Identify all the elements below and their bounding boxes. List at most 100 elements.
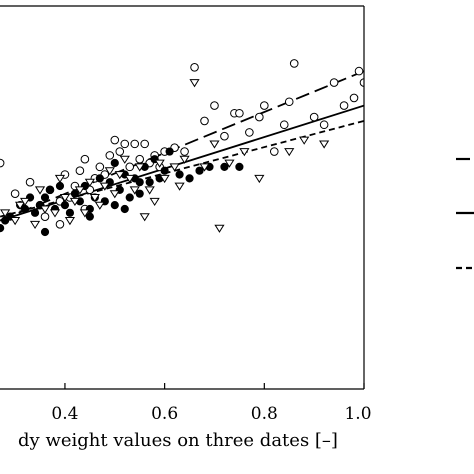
data-point-open-triangle — [64, 217, 76, 226]
x-axis-title: dy weight values on three dates [–] — [18, 430, 338, 451]
data-point-open-circle — [284, 97, 294, 107]
data-point-filled-circle — [125, 193, 134, 202]
data-point-open-circle — [200, 116, 209, 126]
data-point-open-triangle — [10, 217, 21, 226]
fit-lines — [0, 70, 364, 222]
fit-line-short-dash — [0, 120, 364, 218]
data-point-open-circle — [135, 154, 145, 164]
data-point-filled-circle — [45, 185, 55, 194]
data-point-open-circle — [260, 101, 269, 110]
data-point-open-circle — [245, 128, 254, 137]
data-point-filled-circle — [85, 212, 94, 221]
data-point-open-triangle — [0, 209, 11, 218]
x-tick-label: 1.0 — [344, 404, 371, 424]
data-point-open-circle — [279, 120, 289, 130]
data-point-open-triangle — [19, 197, 31, 207]
data-point-open-circle — [10, 189, 20, 198]
x-tick-label: 0.6 — [151, 404, 178, 424]
data-point-open-triangle — [119, 155, 130, 164]
data-point-open-circle — [255, 112, 264, 122]
data-point-open-triangle — [29, 220, 41, 230]
data-point-open-triangle — [239, 148, 250, 157]
data-point-open-triangle — [109, 190, 120, 199]
data-point-filled-circle — [20, 204, 30, 214]
data-point-open-triangle — [209, 140, 220, 149]
data-point-open-triangle — [144, 186, 155, 195]
data-point-open-triangle — [14, 201, 26, 210]
data-point-open-circle — [339, 101, 349, 110]
data-point-open-triangle — [114, 171, 125, 180]
data-point-filled-circle — [40, 227, 50, 237]
data-point-open-triangle — [99, 182, 110, 191]
data-point-filled-circle — [235, 162, 244, 171]
data-point-open-triangle — [174, 182, 185, 191]
data-point-open-triangle — [89, 194, 100, 203]
data-point-open-circle — [140, 139, 149, 149]
data-point-open-circle — [319, 120, 329, 130]
data-point-filled-circle — [160, 166, 169, 175]
data-point-filled-circle — [135, 178, 144, 187]
data-point-filled-circle — [95, 174, 104, 183]
data-point-open-triangle — [139, 213, 150, 222]
data-point-open-triangle — [319, 140, 330, 149]
data-point-filled-circle — [220, 162, 229, 171]
x-axis: 0.4 0.6 0.8 1.0 — [51, 383, 372, 424]
data-point-open-triangle — [49, 209, 61, 218]
data-point-open-circle — [289, 59, 299, 68]
data-point-open-triangle — [214, 224, 225, 233]
data-point-filled-circle — [40, 193, 50, 202]
data-point-open-triangle — [179, 155, 190, 164]
data-point-filled-circle — [60, 201, 70, 210]
data-point-filled-circle — [195, 166, 204, 175]
data-point-open-circle — [115, 147, 125, 156]
data-point-filled-circle — [185, 174, 194, 183]
data-point-open-triangle — [104, 167, 115, 176]
data-point-open-triangle — [34, 186, 46, 195]
data-point-filled-circle — [145, 178, 154, 187]
data-point-open-circle — [55, 220, 65, 229]
data-point-open-circle — [359, 78, 364, 87]
data-point-open-circle — [210, 101, 219, 110]
data-point-open-circle — [349, 93, 359, 103]
data-point-open-triangle — [154, 159, 165, 168]
data-point-open-triangle — [299, 136, 310, 145]
data-point-open-triangle — [74, 186, 85, 195]
data-point-open-circle — [220, 131, 229, 141]
data-point-open-circle — [329, 78, 339, 87]
data-point-filled-circle — [1, 216, 10, 225]
data-point-open-circle — [309, 112, 319, 122]
data-point-filled-circle — [30, 208, 40, 217]
data-point-open-circle — [235, 108, 244, 118]
data-point-open-triangle — [129, 186, 140, 195]
legend — [456, 157, 474, 270]
data-point-open-circle — [75, 166, 85, 175]
data-point-filled-circle — [55, 181, 65, 191]
data-point-open-circle — [110, 135, 120, 145]
data-point-open-triangle — [54, 174, 66, 184]
data-point-filled-circle — [175, 170, 184, 179]
data-point-open-circle — [125, 162, 135, 172]
x-tick-label: 0.8 — [251, 404, 278, 424]
data-point-open-circle — [0, 158, 5, 168]
data-point-open-triangle — [79, 209, 90, 218]
data-point-open-triangle — [284, 148, 295, 157]
data-point-filled-circle — [110, 158, 119, 168]
data-point-open-triangle — [69, 197, 81, 207]
plot-frame — [0, 5, 365, 390]
data-point-open-triangle — [224, 159, 235, 168]
data-point-open-triangle — [59, 194, 71, 203]
fit-line-long-dash — [0, 70, 364, 222]
data-point-open-circle — [269, 147, 279, 156]
data-point-filled-circle — [0, 224, 5, 233]
data-point-open-circle — [354, 66, 364, 76]
data-point-open-triangle — [134, 163, 145, 172]
data-point-filled-circle — [135, 189, 144, 198]
data-point-open-circle — [120, 139, 130, 149]
data-point-open-triangle — [39, 205, 51, 214]
data-point-open-circle — [105, 151, 115, 160]
data-point-open-circle — [95, 162, 105, 172]
data-point-filled-circle — [120, 204, 129, 214]
data-point-open-circle — [80, 154, 90, 164]
data-point-filled-circle — [65, 208, 75, 217]
data-point-filled-circle — [110, 201, 119, 210]
